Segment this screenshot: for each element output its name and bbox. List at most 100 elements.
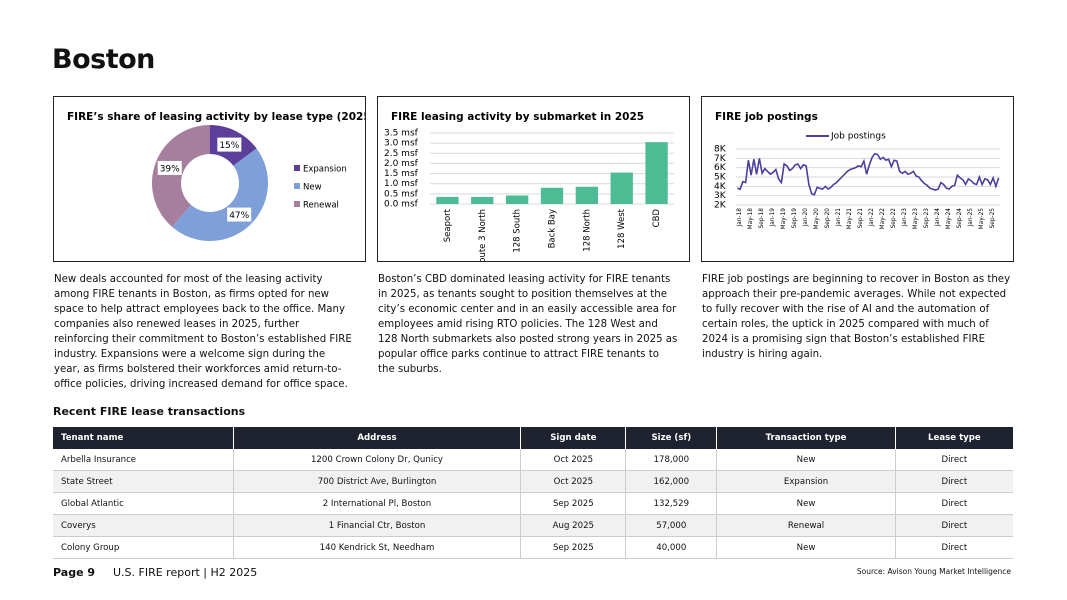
table-cell: New — [716, 449, 896, 471]
x-tick-label: May-20 — [814, 208, 820, 230]
x-tick-label: Sep-25 — [990, 208, 996, 229]
legend-swatch — [294, 183, 300, 189]
x-tick-label: 128 South — [513, 209, 523, 253]
table-cell: Direct — [894, 492, 1013, 515]
chart-title: FIRE leasing activity by submarket in 20… — [391, 111, 644, 123]
paragraph: FIRE job postings are beginning to recov… — [702, 274, 1011, 360]
x-tick-label: 128 West — [617, 208, 627, 248]
x-tick-label: Sep-22 — [891, 208, 897, 229]
chart-title: FIRE job postings — [715, 111, 818, 123]
x-tick-label: May-22 — [880, 208, 886, 230]
label-box — [227, 207, 252, 222]
table-row: State Street 700 District Ave, Burlington… — [53, 470, 1013, 493]
table-title: Recent FIRE lease transactions — [53, 405, 246, 418]
legend-swatch — [294, 201, 300, 207]
y-tick-label: 1.5 msf — [384, 169, 419, 179]
y-tick-label: 0.5 msf — [384, 189, 419, 199]
y-tick-label: 3K — [714, 191, 727, 201]
x-tick-label: May-18 — [748, 208, 754, 230]
y-tick-label: 8K — [714, 145, 727, 155]
legend-swatch — [294, 165, 300, 171]
legend-label: New — [303, 183, 322, 193]
table-cell: Oct 2025 — [520, 470, 626, 493]
table-cell: 40,000 — [625, 536, 717, 559]
table-cell: 2 International Pl, Boston — [232, 492, 521, 515]
y-tick-label: 2.0 msf — [384, 159, 419, 169]
x-tick-label: May-25 — [979, 208, 985, 230]
table-row: Coverys 1 Financial Ctr, Boston Aug 2025 57… — [53, 514, 1013, 537]
x-tick-label: Jan-21 — [836, 208, 842, 228]
table-cell: Global Atlantic — [53, 492, 234, 515]
bar — [610, 172, 633, 204]
table-row: Arbella Insurance 1200 Crown Colony Dr, Q… — [53, 449, 1013, 471]
transactions-table: Tenant name Address Sign date Size (sf) Tran… — [53, 427, 1013, 559]
source: Source: Avison Young Market Intelligence — [856, 567, 1011, 576]
y-tick-label: 3.5 msf — [384, 129, 419, 139]
chart-box: FIRE job postings 2K 3K 4K 5K 6K 7K 8K Jan-18 May… — [701, 96, 1014, 262]
x-tick-label: Jan-25 — [968, 208, 974, 228]
table-cell: Direct — [894, 514, 1013, 537]
x-tick-label: Sep-23 — [924, 208, 930, 229]
x-tick-label: Jan-22 — [869, 208, 875, 228]
bar — [471, 196, 494, 204]
x-tick-label: Sep-18 — [759, 208, 765, 229]
page-number: Page 9 — [53, 566, 96, 579]
x-tick-label: Sep-21 — [858, 208, 864, 229]
table-row: Colony Group 140 Kendrick St, Needham Sep … — [53, 536, 1013, 559]
bar-chart: FIRE leasing activity by submarket in 20… — [384, 111, 674, 261]
table-cell: State Street — [53, 470, 234, 493]
x-tick-label: Jan-23 — [902, 208, 908, 228]
x-tick-label: May-21 — [847, 208, 853, 230]
x-tick-label: Jan-18 — [737, 208, 743, 228]
y-tick-label: 2.5 msf — [384, 149, 419, 159]
table-cell: Arbella Insurance — [53, 449, 234, 471]
x-tick-label: CBD — [652, 209, 662, 228]
table-cell: Direct — [894, 536, 1013, 559]
table-row: Global Atlantic 2 International Pl, Bosto… — [53, 492, 1013, 515]
x-tick-label: Jan-24 — [935, 208, 941, 228]
data-label: 15% — [219, 141, 239, 151]
table-body: Arbella Insurance 1200 Crown Colony Dr, Q… — [53, 449, 1013, 559]
column-header: Sign date — [520, 427, 626, 449]
y-tick-label: 0.0 msf — [384, 200, 419, 210]
bar — [436, 196, 459, 204]
label-box — [217, 137, 242, 152]
y-tick-label: 3.0 msf — [384, 139, 419, 149]
table-cell: 132,529 — [625, 492, 717, 515]
table-cell: Oct 2025 — [520, 449, 626, 471]
data-label: 47% — [229, 211, 249, 221]
table-cell: Sep 2025 — [520, 492, 626, 515]
table-cell: Aug 2025 — [520, 514, 626, 537]
y-tick-label: 4K — [714, 182, 727, 192]
x-tick-label: Sep-19 — [792, 208, 798, 229]
label-box — [157, 160, 182, 175]
report-name: U.S. FIRE report | H2 2025 — [113, 566, 258, 579]
table-cell: Colony Group — [53, 536, 234, 559]
pie-slice — [152, 125, 210, 227]
table-cell: Expansion — [716, 470, 896, 493]
bar — [505, 195, 529, 204]
column-header: Transaction type — [716, 427, 896, 449]
pie-chart: FIRE’s share of leasing activity by leas… — [67, 111, 365, 241]
legend-label: Expansion — [303, 165, 347, 175]
line — [737, 152, 1000, 196]
legend-label: Renewal — [303, 201, 339, 211]
x-tick-label: Sep-24 — [957, 208, 963, 229]
table-cell: 1200 Crown Colony Dr, Qunicy — [232, 449, 521, 471]
table-cell: New — [716, 492, 896, 515]
chart-title: FIRE’s share of leasing activity by leas… — [67, 111, 365, 123]
paragraph: New deals accounted for most of the leas… — [54, 274, 352, 390]
table-cell: 162,000 — [625, 470, 717, 493]
table-cell: 1 Financial Ctr, Boston — [232, 514, 521, 537]
bar — [540, 187, 564, 204]
bar — [645, 142, 668, 204]
chart-box: FIRE’s share of leasing activity by leas… — [53, 96, 366, 262]
table-cell: Direct — [894, 449, 1013, 471]
y-tick-label: 2K — [714, 201, 727, 211]
table-cell: Direct — [894, 470, 1013, 493]
column-header: Lease type — [894, 427, 1013, 449]
x-tick-label: Sep-20 — [825, 208, 831, 229]
header-row: Tenant name Address Sign date Size (sf) Tran… — [53, 427, 1013, 449]
table-cell: 178,000 — [625, 449, 717, 471]
